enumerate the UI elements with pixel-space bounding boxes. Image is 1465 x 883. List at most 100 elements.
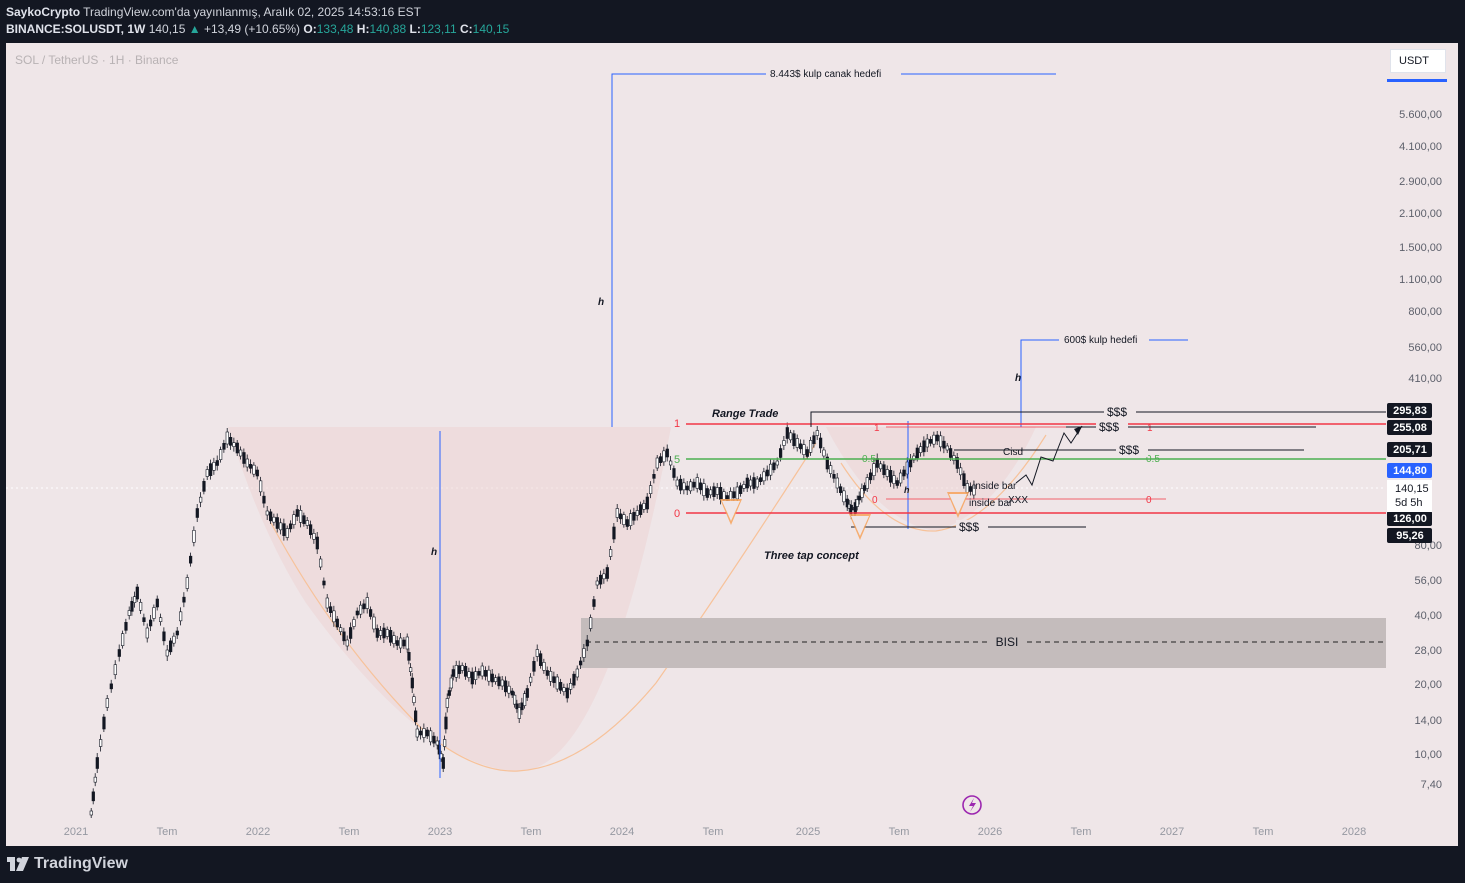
candle-body bbox=[589, 617, 593, 629]
candle-body bbox=[809, 440, 813, 453]
bisi-zone[interactable] bbox=[581, 618, 1386, 668]
range-trade-label: Range Trade bbox=[712, 408, 778, 420]
candle-body bbox=[135, 586, 139, 600]
candle-body bbox=[513, 694, 517, 705]
symbol-label[interactable]: BINANCE:SOLUSDT, 1W bbox=[6, 22, 146, 36]
candle-body bbox=[552, 676, 556, 683]
candle-body bbox=[832, 474, 836, 479]
candle-body bbox=[109, 683, 113, 690]
candle-body bbox=[169, 640, 173, 653]
candle-body bbox=[645, 496, 649, 510]
candle-body bbox=[732, 491, 736, 498]
candle-body bbox=[460, 665, 464, 671]
liq-label-3: $$$ bbox=[1119, 443, 1139, 457]
candle-body bbox=[562, 687, 566, 692]
h-label-cup: h bbox=[431, 547, 437, 558]
candle-body bbox=[407, 652, 411, 661]
candle-body bbox=[385, 629, 389, 637]
author-name[interactable]: SaykoCrypto bbox=[6, 5, 81, 19]
candle-body bbox=[295, 509, 299, 517]
candle-body bbox=[451, 669, 455, 677]
currency-button[interactable]: USDT bbox=[1390, 49, 1446, 73]
candle-body bbox=[487, 669, 491, 682]
price-badge-label: 144,80 bbox=[1393, 465, 1427, 477]
price-axis-label: 560,00 bbox=[1408, 342, 1442, 354]
time-axis[interactable]: 2021 Tem 2022 Tem 2023 Tem 2024 Tem 2025 Tem 2026 T… bbox=[64, 826, 1366, 838]
time-axis-label: 2025 bbox=[796, 826, 820, 838]
footer-bar: TradingView bbox=[0, 847, 1465, 883]
current-price-box bbox=[1387, 480, 1432, 512]
candle-body bbox=[133, 596, 137, 603]
candle-body bbox=[635, 510, 639, 516]
candle-body bbox=[299, 510, 303, 523]
handle-fib-1: 1 bbox=[874, 423, 880, 434]
candle-body bbox=[855, 499, 859, 507]
candle-body bbox=[127, 610, 131, 616]
candle-body bbox=[539, 653, 543, 666]
target-line-big bbox=[611, 73, 1056, 427]
time-axis-label: Tem bbox=[889, 826, 910, 838]
candle-body bbox=[249, 464, 253, 469]
liq-label-bg-2 bbox=[1096, 420, 1128, 434]
chart-pane[interactable]: SOL / TetherUS · 1H · Binance BISI h h 8… bbox=[6, 43, 1458, 846]
candle-body bbox=[232, 442, 236, 447]
replay-icon[interactable] bbox=[962, 795, 982, 815]
tap-marker-2-inner bbox=[851, 516, 869, 536]
candle-body bbox=[965, 483, 969, 493]
candle-body bbox=[130, 601, 134, 612]
replay-bolt-icon bbox=[969, 798, 976, 812]
candle-body bbox=[362, 603, 366, 610]
candle-body bbox=[582, 648, 586, 658]
price-badge-label: 255,08 bbox=[1393, 422, 1427, 434]
price-axis-label: 28,00 bbox=[1414, 645, 1442, 657]
price-badge bbox=[1387, 528, 1432, 543]
candle-body bbox=[259, 480, 263, 493]
candle-body bbox=[962, 473, 966, 486]
high-value: 140,88 bbox=[369, 22, 407, 36]
candle-body bbox=[705, 488, 709, 498]
currency-button-label: USDT bbox=[1399, 55, 1429, 67]
handle-fib-0-right: 0 bbox=[1146, 495, 1152, 506]
handle-fill bbox=[826, 427, 1036, 531]
liq-label-bg-1 bbox=[1104, 405, 1136, 419]
price-axis[interactable]: 5.600,00 4.100,00 2.900,00 2.100,00 1.500,00… bbox=[1399, 109, 1442, 791]
candle-body bbox=[789, 432, 793, 441]
candle-body bbox=[159, 617, 163, 622]
candle-body bbox=[409, 667, 413, 672]
candle-body bbox=[909, 458, 913, 468]
candle-body bbox=[91, 791, 95, 802]
candle-body bbox=[215, 460, 219, 466]
candle-body bbox=[445, 698, 449, 708]
xxx-label: XXX bbox=[1008, 495, 1028, 506]
candle-body bbox=[895, 480, 899, 486]
handle-fib-05-right: 0.5 bbox=[1146, 454, 1160, 465]
tradingview-logo[interactable]: TradingView bbox=[7, 855, 128, 873]
price-axis-label: 40,00 bbox=[1414, 610, 1442, 622]
price-axis-label: 2.100,00 bbox=[1399, 208, 1442, 220]
candle-body bbox=[419, 730, 423, 736]
liq-label-1: $$$ bbox=[1107, 405, 1127, 419]
candle-body bbox=[619, 513, 623, 520]
target-big-label: 8.443$ kulp canak hedefi bbox=[770, 69, 881, 80]
candle-body bbox=[172, 635, 176, 644]
candle-body bbox=[305, 520, 309, 526]
candle-body bbox=[339, 627, 343, 632]
candle-body bbox=[477, 671, 481, 676]
candle-body bbox=[329, 606, 333, 613]
candle-body bbox=[189, 555, 193, 564]
candle-body bbox=[262, 495, 266, 504]
candle-body bbox=[812, 435, 816, 444]
candle-body bbox=[939, 435, 943, 448]
candle-body bbox=[722, 491, 726, 500]
candle-body bbox=[745, 477, 749, 489]
handle-curve bbox=[840, 434, 1047, 532]
candle-body bbox=[860, 488, 864, 498]
candle-body bbox=[679, 478, 683, 491]
candle-body bbox=[575, 668, 579, 678]
candle-body bbox=[735, 486, 739, 500]
candle-body bbox=[302, 515, 306, 524]
chart-canvas[interactable]: SOL / TetherUS · 1H · Binance BISI h h 8… bbox=[6, 43, 1458, 846]
time-axis-label: 2023 bbox=[428, 826, 452, 838]
candle-body bbox=[822, 449, 826, 457]
candle-body bbox=[665, 448, 669, 458]
